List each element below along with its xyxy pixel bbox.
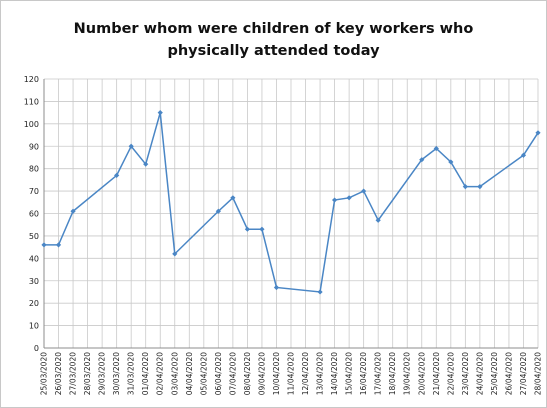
- data-point: [143, 161, 149, 167]
- data-point: [375, 217, 381, 223]
- x-tick-label: 14/04/2020: [330, 352, 339, 395]
- data-point: [157, 110, 163, 116]
- x-tick-label: 17/04/2020: [374, 352, 383, 395]
- y-tick-label: 40: [29, 254, 39, 263]
- y-tick-label: 70: [29, 187, 39, 196]
- x-tick-label: 06/04/2020: [214, 352, 223, 395]
- y-tick-label: 30: [29, 277, 39, 286]
- data-point: [273, 284, 280, 291]
- data-point: [41, 242, 47, 248]
- data-point: [346, 195, 352, 201]
- chart-title-line-1: Number whom were children of key workers…: [73, 21, 474, 37]
- x-tick-label: 30/03/2020: [112, 352, 121, 395]
- data-point: [448, 159, 454, 165]
- y-tick-label: 80: [29, 165, 39, 174]
- x-tick-label: 03/04/2020: [170, 352, 179, 395]
- x-tick-label: 18/04/2020: [388, 352, 397, 395]
- data-point: [361, 188, 367, 194]
- x-tick-label: 12/04/2020: [301, 352, 310, 395]
- x-tick-label: 07/04/2020: [228, 352, 237, 395]
- x-tick-label: 04/04/2020: [185, 352, 194, 395]
- data-point: [535, 130, 541, 136]
- data-point: [172, 251, 178, 257]
- x-tick-label: 16/04/2020: [359, 352, 368, 395]
- data-point: [215, 208, 221, 214]
- data-point: [419, 157, 425, 163]
- x-tick-label: 15/04/2020: [345, 352, 354, 395]
- x-tick-label: 31/03/2020: [127, 352, 136, 395]
- x-tick-label: 27/03/2020: [69, 352, 78, 395]
- y-tick-label: 20: [29, 299, 39, 308]
- data-point: [259, 226, 265, 232]
- x-tick-label: 25/03/2020: [40, 352, 49, 395]
- x-tick-label: 20/04/2020: [417, 352, 426, 395]
- x-tick-label: 08/04/2020: [243, 352, 252, 395]
- x-tick-label: 09/04/2020: [257, 352, 266, 395]
- x-tick-label: 05/04/2020: [199, 352, 208, 395]
- x-tick-label: 23/04/2020: [461, 352, 470, 395]
- x-tick-label: 28/03/2020: [83, 352, 92, 395]
- y-tick-label: 110: [24, 97, 39, 106]
- x-tick-label: 25/04/2020: [490, 352, 499, 395]
- x-tick-label: 27/04/2020: [519, 352, 528, 395]
- x-tick-label: 26/03/2020: [54, 352, 63, 395]
- chart-title: Number whom were children of key workers…: [0, 18, 547, 62]
- x-tick-label: 19/04/2020: [403, 352, 412, 395]
- x-tick-label: 02/04/2020: [156, 352, 165, 395]
- data-point: [128, 143, 134, 149]
- data-point: [244, 226, 251, 232]
- y-tick-label: 90: [29, 142, 39, 151]
- y-tick-label: 10: [29, 322, 39, 331]
- x-tick-label: 13/04/2020: [316, 352, 325, 395]
- x-tick-label: 01/04/2020: [141, 352, 150, 395]
- data-point: [230, 195, 236, 201]
- data-point: [331, 197, 338, 203]
- x-tick-label: 26/04/2020: [504, 352, 513, 395]
- y-tick-label: 60: [29, 210, 39, 219]
- x-tick-label: 10/04/2020: [272, 352, 281, 395]
- data-point: [477, 184, 483, 190]
- y-tick-label: 0: [34, 344, 39, 353]
- x-tick-label: 29/03/2020: [98, 352, 107, 395]
- y-tick-label: 50: [29, 232, 39, 241]
- x-tick-label: 11/04/2020: [287, 352, 296, 395]
- data-point: [70, 208, 76, 214]
- data-point: [114, 172, 120, 178]
- x-tick-label: 24/04/2020: [475, 352, 484, 395]
- data-point: [520, 152, 527, 158]
- chart-title-line-2: physically attended today: [167, 43, 380, 59]
- data-point: [317, 289, 323, 295]
- x-tick-label: 22/04/2020: [446, 352, 455, 395]
- data-point: [462, 184, 468, 190]
- x-tick-label: 21/04/2020: [432, 352, 441, 395]
- x-tick-label: 28/04/2020: [534, 352, 543, 395]
- y-tick-label: 100: [24, 120, 39, 129]
- data-point: [433, 145, 439, 152]
- y-tick-label: 120: [24, 75, 39, 84]
- data-point: [55, 242, 62, 248]
